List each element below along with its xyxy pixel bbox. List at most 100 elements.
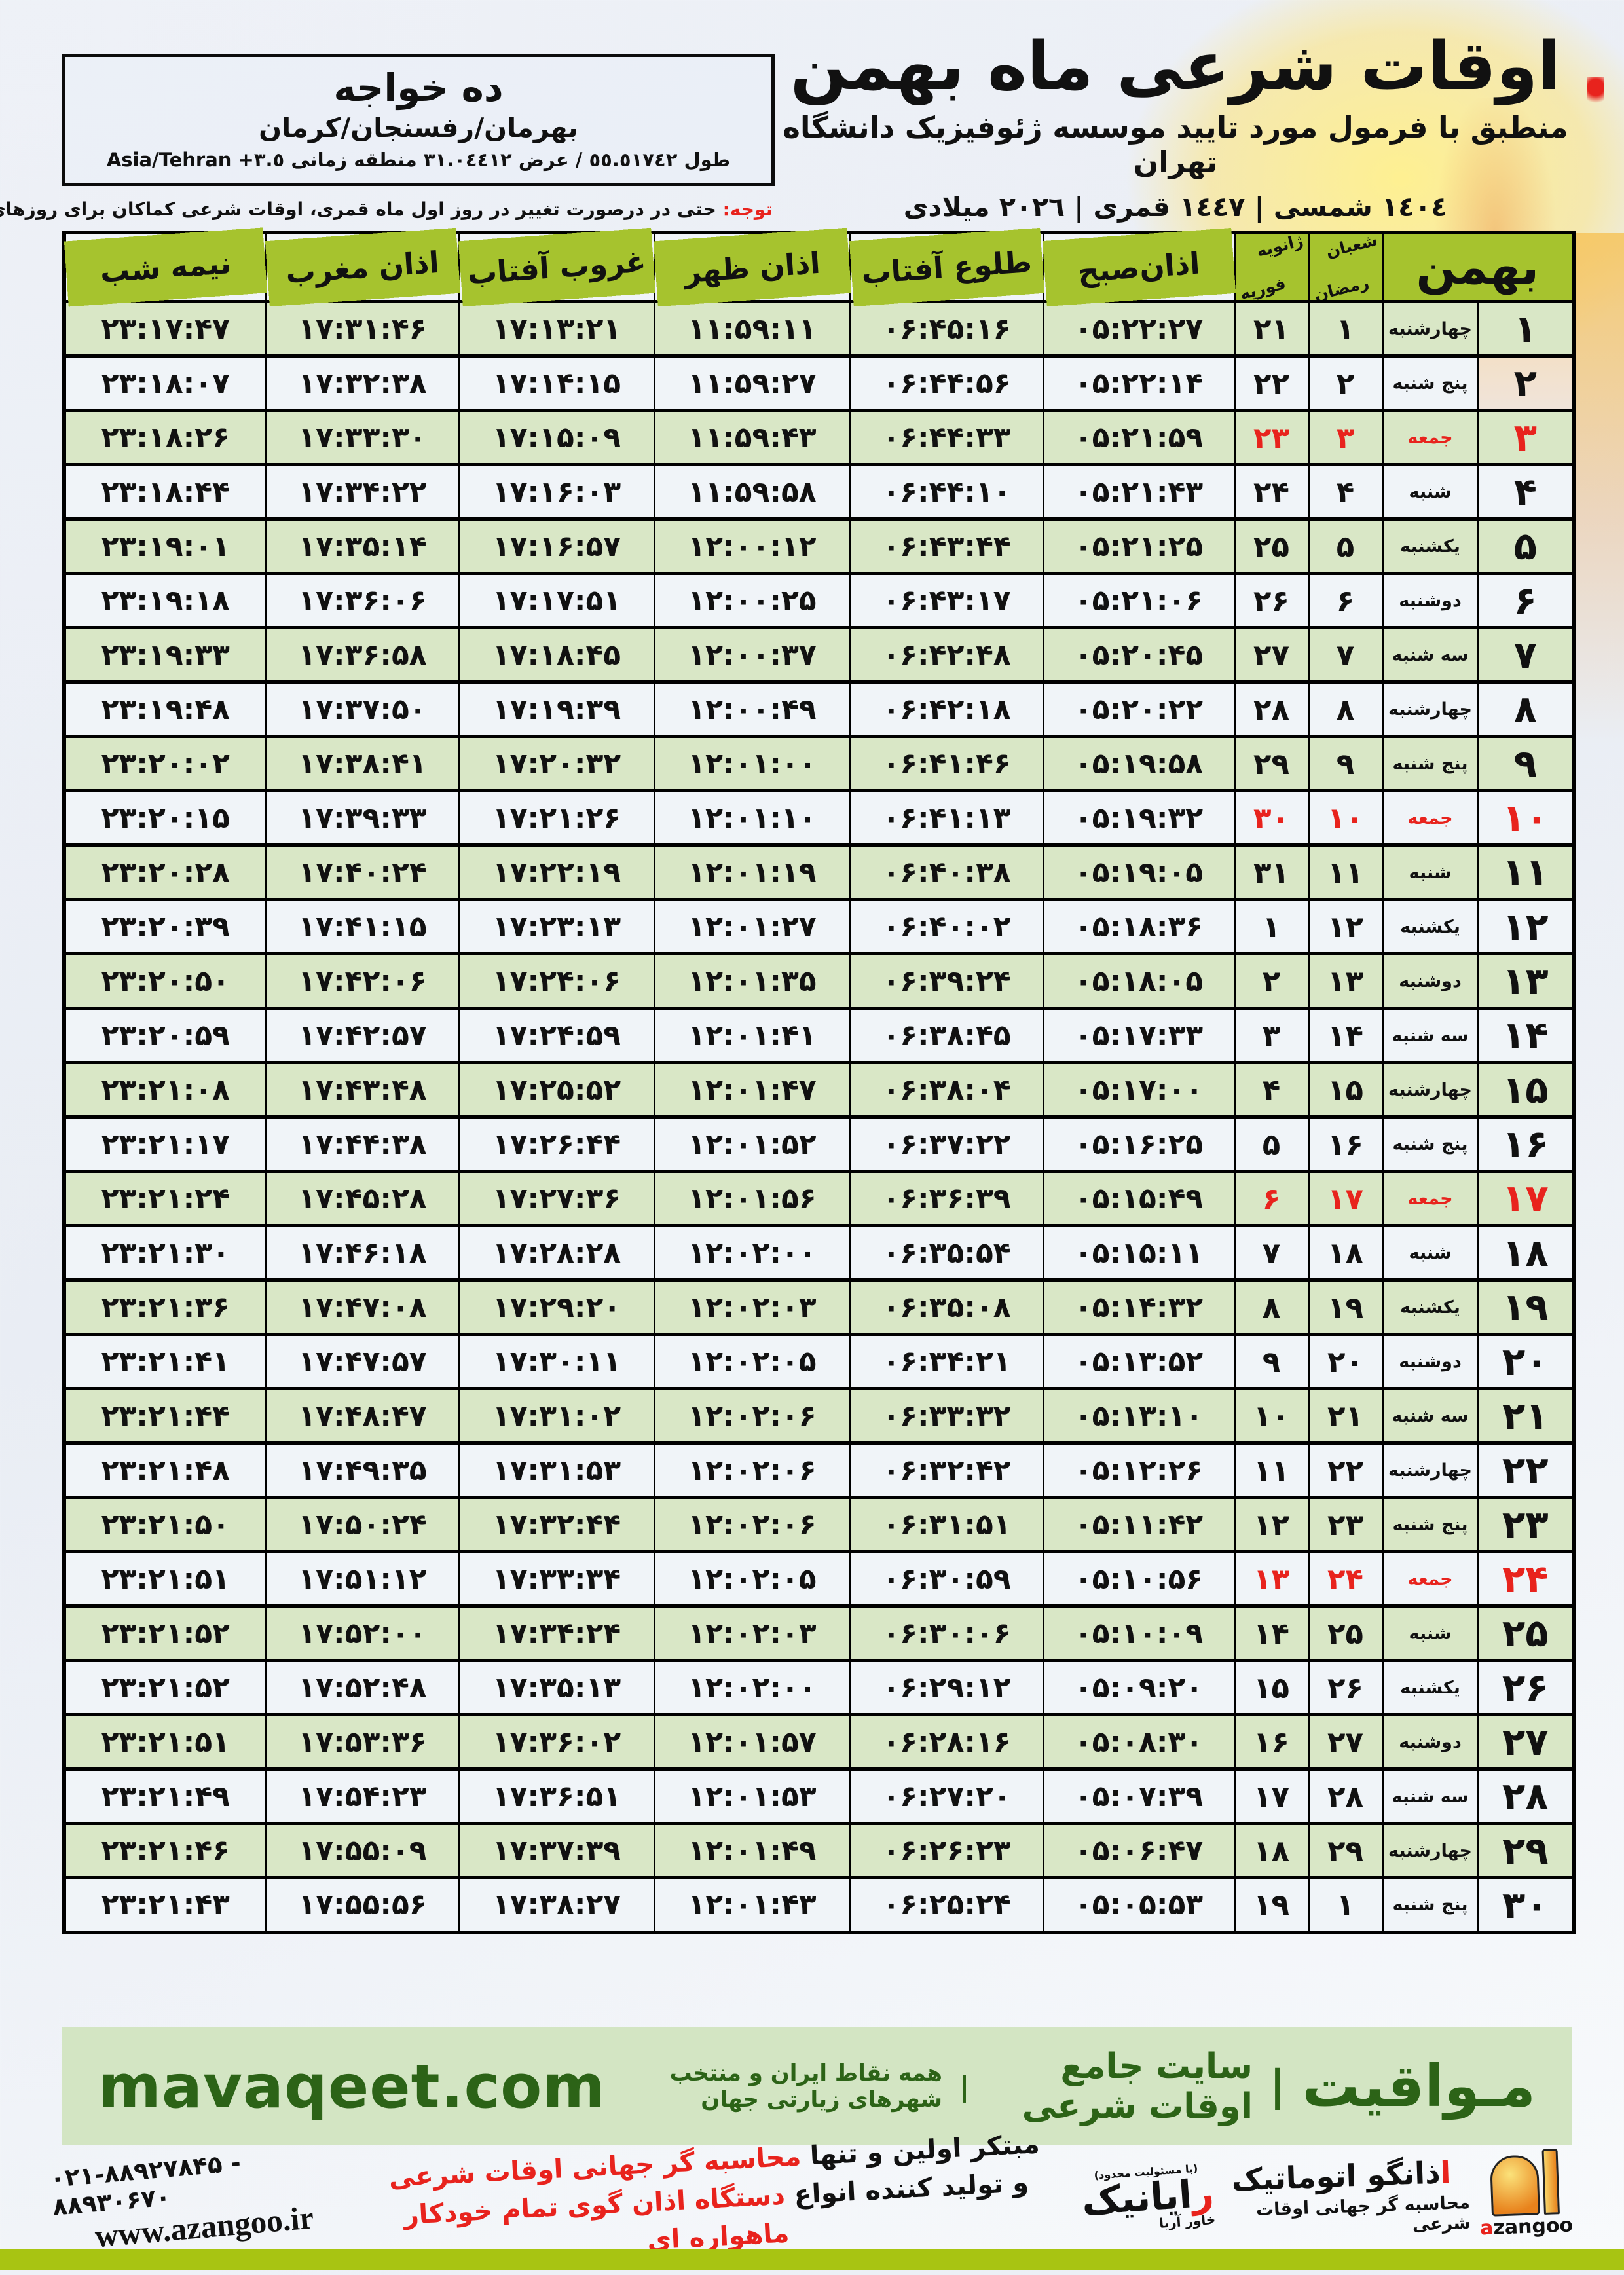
cell-sunset-time: ۱۷:۱۵:۰۹ [458,409,655,466]
cell-dhuhr-time: ۱۲:۰۱:۵۶ [653,1170,851,1227]
footer-strip: azangoo اذانگو اتوماتیک محاسبه گر جهانی … [0,2129,1624,2255]
cell-sunrise-time: ۰۶:۴۴:۱۰ [849,463,1044,521]
cell-dhuhr-time: ۱۲:۰۱:۵۳ [653,1767,851,1825]
cell-sunset-time: ۱۷:۳۱:۵۳ [458,1441,655,1499]
bottom-green-bar [0,2249,1624,2270]
cell-weekday: پنج شنبه [1381,1115,1479,1173]
cell-sunrise-time: ۰۶:۲۸:۱۶ [849,1713,1044,1771]
cell-dhuhr-time: ۱۲:۰۱:۰۰ [653,735,851,792]
notice-line: توجه: حتی در درصورت تغییر در روز اول ماه… [0,198,773,220]
azangoo-persian-rest: ذانگو اتوماتیک [1230,2155,1441,2198]
cell-dhuhr-time: ۱۲:۰۱:۴۹ [653,1822,851,1879]
table-row: ۱۴ سه شنبه ۱۴ ۳ ۰۵:۱۷:۳۳ ۰۶:۳۸:۴۵ ۱۲:۰۱:… [63,1007,1575,1064]
cell-weekday: شنبه [1381,1224,1479,1282]
table-header: بهمن شعبان رمضان ژانویه فوریه اذان‌صبح ط… [62,225,1575,309]
column-header-month: بهمن [1381,231,1575,303]
cell-lunar-date: ۲۹ [1307,1822,1384,1879]
cell-day-number: ۱ [1477,300,1575,358]
cell-day-number: ۱۷ [1477,1170,1575,1227]
cell-lunar-date: ۲۴ [1307,1550,1384,1608]
location-region: بهرمان/رفسنجان/کرمان [259,112,578,143]
prayer-times-table: بهمن شعبان رمضان ژانویه فوریه اذان‌صبح ط… [62,225,1576,1934]
cell-day-number: ۲۶ [1477,1659,1575,1716]
cell-fajr-time: ۰۵:۲۱:۵۹ [1042,409,1236,466]
cell-sunrise-time: ۰۶:۴۰:۰۲ [849,898,1044,955]
cell-maghrib-time: ۱۷:۵۰:۲۴ [265,1496,460,1553]
cell-maghrib-time: ۱۷:۴۰:۲۴ [265,843,460,901]
cell-weekday: جمعه [1381,409,1479,466]
contact-block: ۰۲۱-۸۸۹۲۷۸۴۵ - ۸۸۹۳۰۶۷۰ www.azangoo.ir [49,2139,355,2258]
cell-midnight-time: ۲۳:۲۱:۴۶ [63,1822,267,1879]
cell-sunset-time: ۱۷:۱۸:۴۵ [458,626,655,684]
cell-maghrib-time: ۱۷:۵۱:۱۲ [265,1550,460,1608]
cell-lunar-date: ۳ [1307,409,1384,466]
cell-fajr-time: ۰۵:۱۰:۵۶ [1042,1550,1236,1608]
cell-sunrise-time: ۰۶:۴۳:۱۷ [849,572,1044,629]
cell-sunrise-time: ۰۶:۲۵:۲۴ [849,1876,1044,1934]
cell-maghrib-time: ۱۷:۳۵:۱۴ [265,517,460,575]
cell-midnight-time: ۲۳:۱۸:۴۴ [63,463,267,521]
cell-maghrib-time: ۱۷:۴۵:۲۸ [265,1170,460,1227]
cell-sunrise-time: ۰۶:۳۸:۴۵ [849,1007,1044,1064]
cell-dhuhr-time: ۱۲:۰۰:۱۲ [653,517,851,575]
cell-lunar-date: ۱۶ [1307,1115,1384,1173]
table-row: ۲۸ سه شنبه ۲۸ ۱۷ ۰۵:۰۷:۳۹ ۰۶:۲۷:۲۰ ۱۲:۰۱… [63,1767,1575,1825]
cell-weekday: چهارشنبه [1381,680,1479,738]
mavaqeet-url: mavaqeet.com [98,2051,606,2122]
cell-maghrib-time: ۱۷:۴۸:۴۷ [265,1387,460,1445]
cell-sunset-time: ۱۷:۱۹:۳۹ [458,680,655,738]
table-row: ۲۹ چهارشنبه ۲۹ ۱۸ ۰۵:۰۶:۴۷ ۰۶:۲۶:۲۳ ۱۲:۰… [63,1822,1575,1879]
column-header-fajr: اذان‌صبح [1041,225,1237,308]
cell-sunset-time: ۱۷:۳۶:۵۱ [458,1767,655,1825]
cell-lunar-date: ۹ [1307,735,1384,792]
cell-weekday: چهارشنبه [1381,300,1479,358]
cell-gregorian-date: ۲۶ [1233,572,1310,629]
cell-day-number: ۱۰ [1477,789,1575,847]
cell-lunar-date: ۲ [1307,354,1384,412]
cell-lunar-date: ۲۰ [1307,1333,1384,1390]
cell-gregorian-date: ۲۲ [1233,354,1310,412]
cell-weekday: شنبه [1381,1604,1479,1662]
table-row: ۲۰ دوشنبه ۲۰ ۹ ۰۵:۱۳:۵۲ ۰۶:۳۴:۲۱ ۱۲:۰۲:۰… [63,1333,1575,1390]
cell-weekday: دوشنبه [1381,572,1479,629]
cell-maghrib-time: ۱۷:۴۲:۵۷ [265,1007,460,1064]
mavaqeet-tagline-2: همه نقاط ایران و منتخب شهرهای زیارتی جها… [669,2060,942,2113]
cell-gregorian-date: ۸ [1233,1278,1310,1336]
cell-maghrib-time: ۱۷:۳۶:۵۸ [265,626,460,684]
cell-sunrise-time: ۰۶:۲۷:۲۰ [849,1767,1044,1825]
cell-weekday: چهارشنبه [1381,1441,1479,1499]
cell-lunar-date: ۲۳ [1307,1496,1384,1553]
table-row: ۱۳ دوشنبه ۱۳ ۲ ۰۵:۱۸:۰۵ ۰۶:۳۹:۲۴ ۱۲:۰۱:۳… [63,952,1575,1010]
cell-fajr-time: ۰۵:۰۷:۳۹ [1042,1767,1236,1825]
cell-midnight-time: ۲۳:۲۱:۵۲ [63,1659,267,1716]
minaret-icon [1541,2149,1560,2215]
cell-sunrise-time: ۰۶:۳۲:۴۲ [849,1441,1044,1499]
table-row: ۳۰ پنج شنبه ۱ ۱۹ ۰۵:۰۵:۵۳ ۰۶:۲۵:۲۴ ۱۲:۰۱… [63,1876,1575,1934]
azangoo-text-block: اذانگو اتوماتیک محاسبه گر جهانی اوقات شر… [1213,2154,1471,2242]
cell-sunrise-time: ۰۶:۲۶:۲۳ [849,1822,1044,1879]
cell-gregorian-date: ۲۴ [1233,463,1310,521]
cell-midnight-time: ۲۳:۱۹:۳۳ [63,626,267,684]
cell-gregorian-date: ۱۱ [1233,1441,1310,1499]
cell-sunset-time: ۱۷:۳۲:۴۴ [458,1496,655,1553]
cell-lunar-date: ۲۶ [1307,1659,1384,1716]
cell-weekday: جمعه [1381,1550,1479,1608]
cell-midnight-time: ۲۳:۲۱:۰۸ [63,1061,267,1119]
cell-fajr-time: ۰۵:۱۳:۵۲ [1042,1333,1236,1390]
table-row: ۲۲ چهارشنبه ۲۲ ۱۱ ۰۵:۱۲:۲۶ ۰۶:۳۲:۴۲ ۱۲:۰… [63,1441,1575,1499]
greg-header-january: ژانویه [1254,232,1306,261]
cell-fajr-time: ۰۵:۲۱:۲۵ [1042,517,1236,575]
cell-sunrise-time: ۰۶:۴۴:۳۳ [849,409,1044,466]
cell-sunrise-time: ۰۶:۴۲:۱۸ [849,680,1044,738]
cell-fajr-time: ۰۵:۲۱:۰۶ [1042,572,1236,629]
cell-weekday: یکشنبه [1381,1278,1479,1336]
cell-sunset-time: ۱۷:۲۸:۲۸ [458,1224,655,1282]
column-header-maghrib: اذان مغرب [263,225,462,308]
cell-weekday: پنج شنبه [1381,354,1479,412]
timezone-text: Asia/Tehran +٣.٥ [106,149,285,171]
azangoo-persian-initial: ا [1439,2154,1451,2191]
cell-dhuhr-time: ۱۲:۰۲:۰۰ [653,1224,851,1282]
cell-maghrib-time: ۱۷:۳۷:۵۰ [265,680,460,738]
cell-fajr-time: ۰۵:۱۶:۲۵ [1042,1115,1236,1173]
table-row: ۲۶ یکشنبه ۲۶ ۱۵ ۰۵:۰۹:۲۰ ۰۶:۲۹:۱۲ ۱۲:۰۲:… [63,1659,1575,1716]
